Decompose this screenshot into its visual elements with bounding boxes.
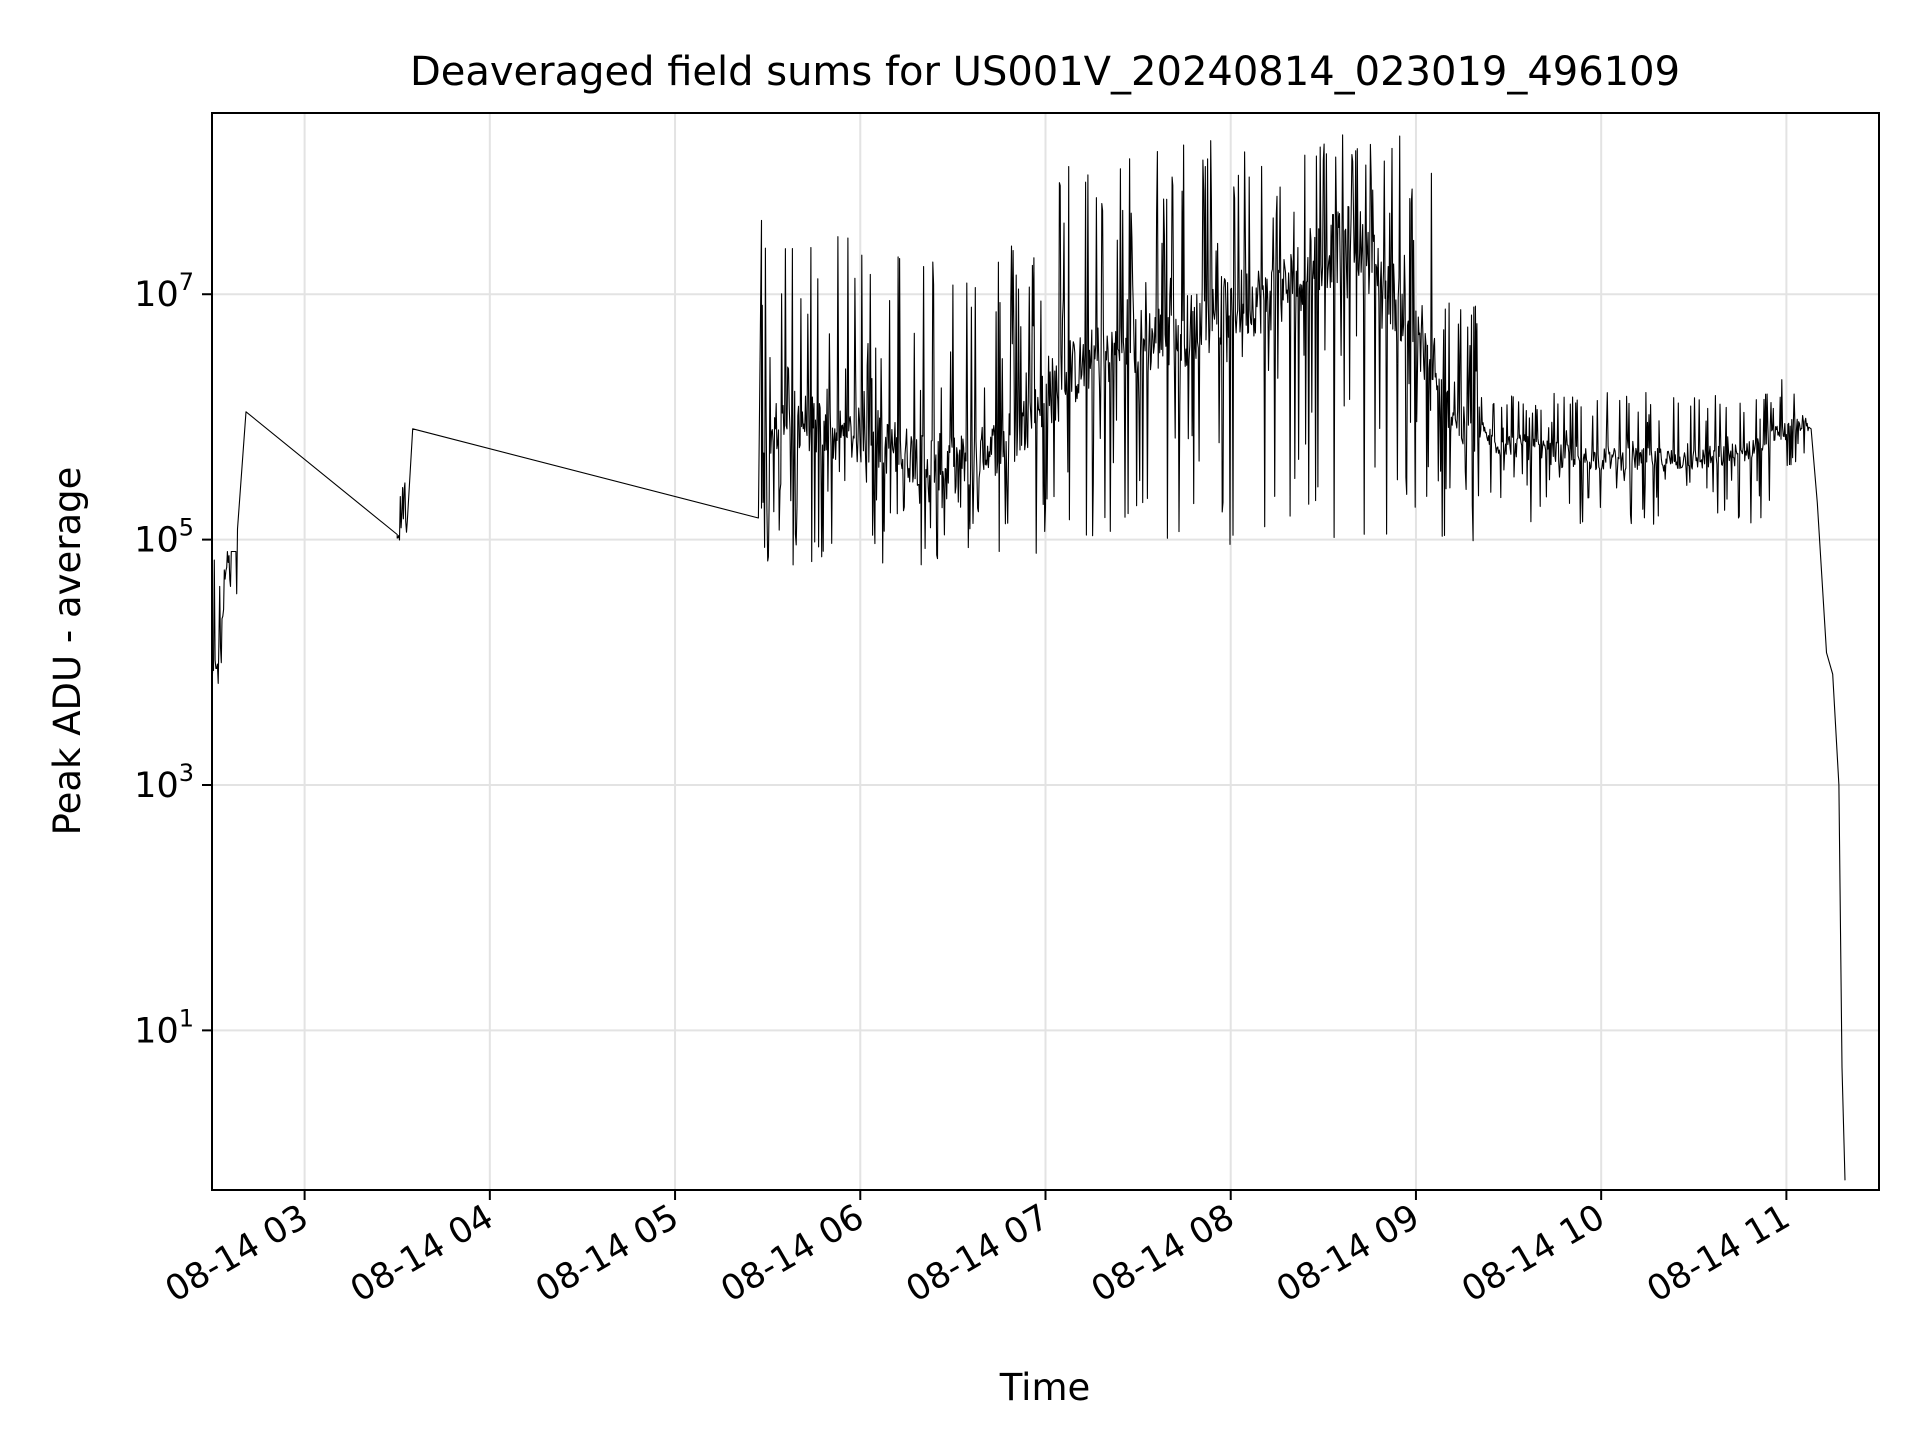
series-line — [211, 134, 1846, 1181]
data-series — [211, 134, 1846, 1181]
y-tick-label: 101 — [134, 1004, 194, 1051]
x-tick-label: 08-14 04 — [344, 1197, 500, 1310]
x-tick-label: 08-14 07 — [900, 1197, 1056, 1310]
grid-lines — [212, 113, 1879, 1190]
x-tick-label: 08-14 11 — [1641, 1197, 1797, 1310]
axis-ticks: 08-14 03 08-14 04 08-14 05 08-14 06 08-14 07… — [134, 268, 1797, 1310]
x-tick-label: 08-14 10 — [1455, 1197, 1611, 1310]
x-tick-label: 08-14 09 — [1270, 1197, 1426, 1310]
y-tick-label: 103 — [134, 759, 194, 806]
x-tick-label: 08-14 03 — [159, 1197, 315, 1310]
x-axis-label: Time — [999, 1366, 1091, 1409]
x-tick-label: 08-14 08 — [1085, 1197, 1241, 1310]
x-tick-label: 08-14 06 — [714, 1197, 870, 1310]
y-tick-label: 105 — [134, 514, 194, 561]
x-tick-label: 08-14 05 — [529, 1197, 685, 1310]
chart-title: Deaveraged field sums for US001V_2024081… — [410, 49, 1680, 95]
y-tick-label: 107 — [134, 268, 194, 315]
y-axis-label: Peak ADU - average — [46, 467, 89, 836]
